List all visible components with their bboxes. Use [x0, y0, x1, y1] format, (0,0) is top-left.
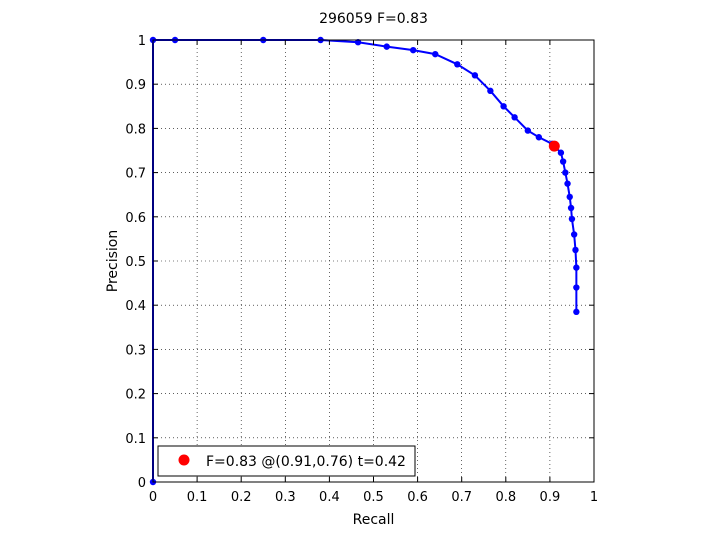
- legend-box: [157, 445, 416, 477]
- x-tick-label: 0.5: [363, 490, 384, 505]
- data-point: [487, 87, 494, 95]
- y-tick-label: 1: [138, 34, 146, 49]
- y-tick-label: 0.4: [125, 299, 146, 314]
- data-point: [409, 46, 417, 54]
- data-point: [432, 50, 439, 58]
- x-tick-label: 0.8: [495, 490, 516, 505]
- y-tick-label: 0.6: [125, 211, 146, 226]
- data-point: [562, 169, 569, 176]
- tick-labels: 0 0.1 0.2 0.3 0.4 0.5 0.6 0.7 0.8 0.9 1 0 0.1 0.2 0.3 0…: [125, 34, 598, 505]
- y-tick-label: 0.7: [125, 167, 146, 182]
- y-tick-label: 0.9: [125, 78, 146, 93]
- x-tick-label: 0.6: [407, 490, 428, 505]
- x-tick-label: 0.7: [451, 490, 472, 505]
- ticks: [152, 39, 595, 483]
- legend-marker: [178, 454, 190, 466]
- best-f-point: [548, 140, 560, 152]
- x-tick-label: 0: [149, 490, 157, 505]
- data-point: [524, 127, 532, 134]
- x-tick-label: 0.3: [275, 490, 296, 505]
- y-tick-label: 0: [138, 476, 146, 491]
- y-tick-label: 0.2: [125, 388, 146, 403]
- y-axis-title: Precision: [105, 230, 121, 292]
- data-point: [570, 231, 578, 238]
- data-point: [557, 149, 565, 156]
- grid: [153, 40, 594, 482]
- y-tick-label: 0.3: [125, 343, 146, 358]
- legend: F=0.83 @(0.91,0.76) t=0.42: [157, 445, 416, 477]
- data-point: [471, 72, 479, 79]
- data-point: [572, 246, 579, 254]
- x-tick-label: 0.4: [319, 490, 340, 505]
- x-tick-label: 0.9: [540, 490, 561, 505]
- y-tick-label: 0.1: [125, 432, 146, 447]
- data-point: [567, 204, 575, 212]
- y-tick-label: 0.8: [125, 122, 146, 137]
- y-tick-label: 0.5: [125, 255, 146, 270]
- data-point: [511, 114, 518, 121]
- data-point: [573, 264, 580, 271]
- data-point: [454, 61, 461, 68]
- data-point: [573, 284, 580, 291]
- data-point: [559, 158, 567, 165]
- data-point: [568, 215, 576, 223]
- data-point: [535, 134, 543, 141]
- data-point: [383, 43, 390, 50]
- chart-title: 296059 F=0.83: [319, 11, 428, 27]
- x-tick-label: 0.2: [231, 490, 252, 505]
- data-point: [500, 103, 507, 110]
- data-point: [354, 39, 362, 46]
- data-point: [566, 193, 573, 201]
- x-tick-label: 0.1: [187, 490, 208, 505]
- data-point: [573, 308, 580, 316]
- x-axis-title: Recall: [353, 512, 395, 528]
- legend-label: F=0.83 @(0.91,0.76) t=0.42: [206, 454, 406, 470]
- data-point: [564, 180, 571, 187]
- x-tick-label: 1: [590, 490, 598, 505]
